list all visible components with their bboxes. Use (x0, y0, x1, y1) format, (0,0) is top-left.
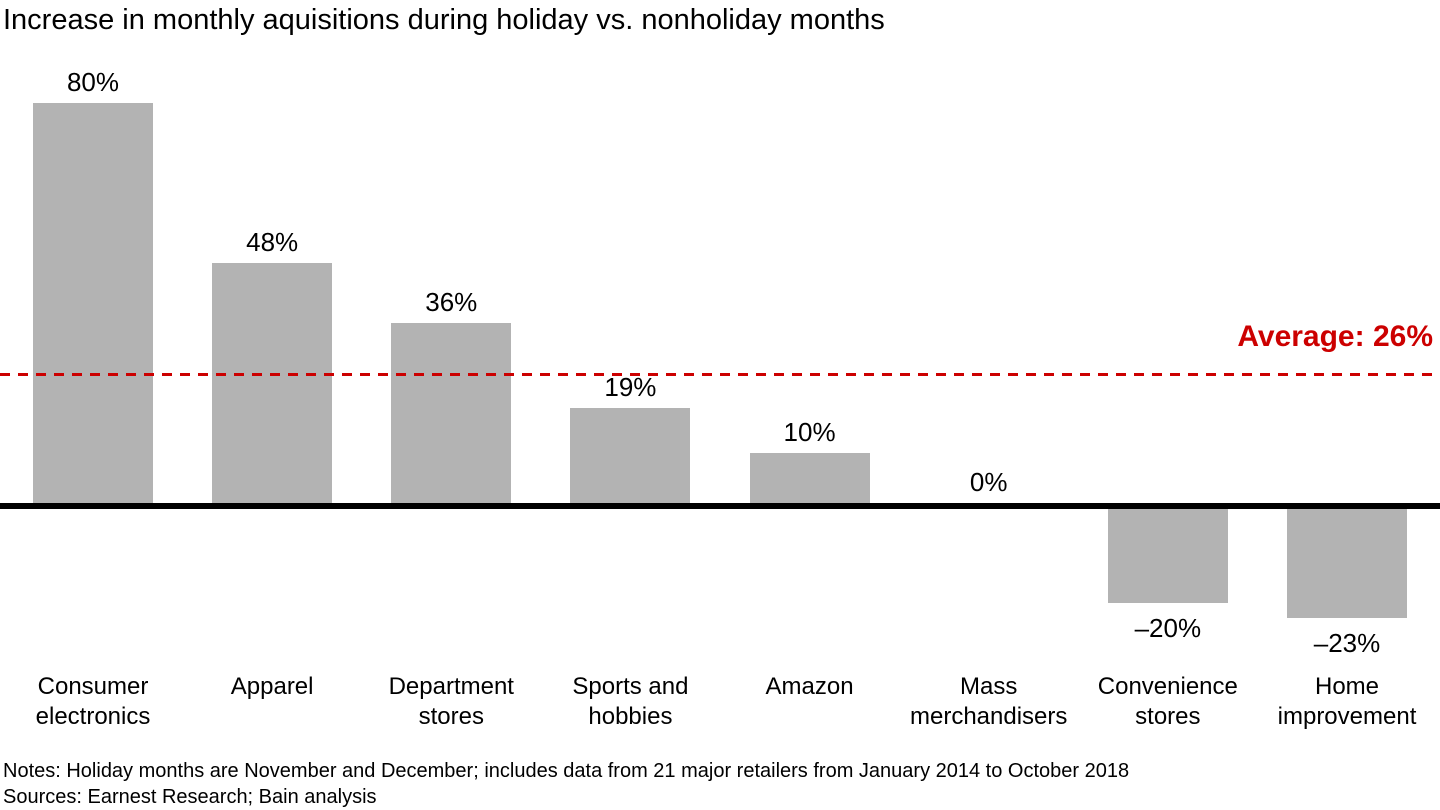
value-label: 10% (783, 417, 836, 447)
category-label: Consumer electronics (35, 673, 151, 730)
category-label: Home improvement (1277, 673, 1417, 730)
bar (1107, 503, 1228, 603)
footnote-notes: Notes: Holiday months are November and D… (3, 760, 1130, 782)
bar (749, 453, 870, 503)
category-label: Apparel (230, 673, 314, 700)
category-label: Amazon (765, 673, 854, 700)
value-label: 36% (425, 287, 478, 317)
value-label: –23% (1313, 628, 1381, 658)
category-label: Convenience stores (1097, 673, 1238, 730)
average-label: Average: 26% (1237, 320, 1433, 353)
footnote-sources: Sources: Earnest Research; Bain analysis (3, 786, 377, 808)
category-label: Sports and hobbies (572, 673, 689, 730)
value-label: 19% (604, 372, 657, 402)
bar (570, 408, 691, 503)
value-label: 80% (66, 67, 120, 97)
bar (212, 263, 333, 503)
average-reference-line (0, 373, 1440, 376)
x-axis-zero-line (0, 503, 1440, 509)
bar (1287, 503, 1407, 618)
category-label: Mass merchandisers (910, 673, 1068, 730)
value-label: –20% (1134, 613, 1202, 643)
value-label: 48% (246, 227, 299, 257)
footnotes: Notes: Holiday months are November and D… (3, 758, 1129, 810)
bar (33, 103, 153, 503)
value-label: 0% (969, 467, 1008, 497)
category-label: Department stores (388, 673, 514, 730)
chart-title: Increase in monthly aquisitions during h… (3, 4, 885, 36)
bar (391, 323, 512, 503)
